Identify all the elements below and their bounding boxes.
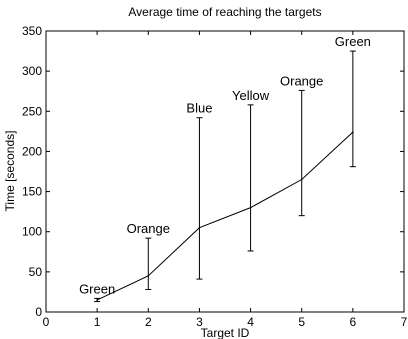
data-marks: Green Orange Blue Yellow Orange Green xyxy=(79,34,371,303)
data-label: Blue xyxy=(186,101,212,116)
y-tick-label: 150 xyxy=(22,185,42,199)
data-point xyxy=(147,275,150,277)
series-line xyxy=(96,131,354,301)
x-axis-label: Target ID xyxy=(201,326,250,339)
data-point xyxy=(198,226,201,229)
chart-title: Average time of reaching the targets xyxy=(128,5,321,19)
plot-area xyxy=(45,30,405,313)
axis-ticks: 0 1 2 3 4 5 6 7 0 50 100 150 200 250 300 350 xyxy=(22,24,408,329)
x-tick-label: 3 xyxy=(196,315,203,329)
y-tick-label: 350 xyxy=(22,24,42,38)
y-tick-label: 300 xyxy=(22,64,42,78)
y-tick-label: 250 xyxy=(22,104,42,118)
x-tick-label: 4 xyxy=(247,315,254,329)
data-point xyxy=(300,178,303,181)
data-label: Green xyxy=(335,34,371,49)
x-tick-label: 1 xyxy=(94,315,101,329)
x-tick-label: 6 xyxy=(350,315,357,329)
x-tick-label: 0 xyxy=(43,315,50,329)
data-point xyxy=(249,206,252,209)
data-label: Yellow xyxy=(232,88,270,103)
y-tick-label: 50 xyxy=(29,265,43,279)
data-label: Green xyxy=(79,281,115,296)
x-tick-label: 2 xyxy=(145,315,152,329)
y-tick-label: 0 xyxy=(35,305,42,319)
x-tick-label: 7 xyxy=(401,315,408,329)
y-tick-label: 200 xyxy=(22,144,42,158)
y-tick-label: 100 xyxy=(22,225,42,239)
y-axis-label: Time [seconds] xyxy=(3,131,17,212)
data-label: Orange xyxy=(127,221,170,236)
data-point xyxy=(352,131,354,133)
data-label: Orange xyxy=(280,73,323,88)
data-point xyxy=(96,299,98,301)
x-tick-label: 5 xyxy=(298,315,305,329)
